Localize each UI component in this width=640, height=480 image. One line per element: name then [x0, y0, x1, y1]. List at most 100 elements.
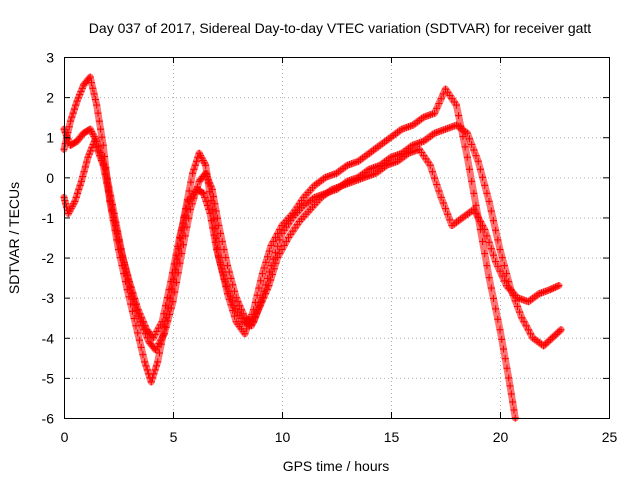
x-tick-label: 15: [384, 429, 400, 445]
data-point: [157, 336, 165, 344]
data-point: [143, 334, 151, 342]
data-point: [155, 324, 163, 332]
data-point: [210, 231, 218, 239]
data-point: [77, 87, 85, 95]
data-point: [282, 238, 290, 246]
data-point: [489, 251, 497, 259]
data-point: [554, 329, 562, 337]
data-point: [179, 219, 187, 227]
data-point: [183, 205, 191, 213]
data-point: [237, 315, 245, 323]
data-point: [230, 302, 238, 310]
x-tick-label: 5: [170, 429, 178, 445]
data-point: [69, 109, 77, 117]
data-point: [91, 96, 99, 104]
data-point: [555, 327, 563, 335]
data-point: [446, 216, 454, 224]
data-point: [106, 197, 114, 205]
data-point: [225, 287, 233, 295]
data-point: [492, 305, 500, 313]
data-point: [244, 320, 252, 328]
data-point: [222, 254, 230, 262]
data-point: [210, 193, 218, 201]
data-point: [61, 128, 69, 136]
data-point: [207, 217, 215, 225]
data-point: [178, 250, 186, 258]
data-point: [470, 205, 478, 213]
data-point: [200, 189, 208, 197]
data-point: [180, 213, 188, 221]
data-point: [176, 234, 184, 242]
data-point: [135, 336, 143, 344]
data-point: [274, 254, 282, 262]
data-point: [465, 135, 473, 143]
data-point: [98, 133, 106, 141]
data-point: [468, 140, 476, 148]
data-point: [546, 286, 554, 294]
data-point: [128, 307, 136, 315]
data-point: [494, 236, 502, 244]
data-point: [179, 241, 187, 249]
x-tick-label: 20: [493, 429, 509, 445]
data-point: [207, 197, 215, 205]
data-point: [118, 252, 126, 260]
data-point: [437, 95, 445, 103]
data-point: [476, 165, 484, 173]
data-point: [276, 236, 284, 244]
data-point: [141, 358, 149, 366]
data-point: [211, 200, 219, 208]
data-point: [518, 314, 526, 322]
data-point: [239, 318, 247, 326]
y-tick-label: 3: [46, 50, 54, 66]
data-point: [260, 264, 268, 272]
data-point: [229, 281, 237, 289]
data-point: [188, 200, 196, 208]
data-point: [487, 245, 495, 253]
data-point: [213, 214, 221, 222]
data-point: [101, 170, 109, 178]
data-point: [161, 323, 169, 331]
data-point: [263, 286, 271, 294]
data-point: [543, 339, 551, 347]
data-point: [209, 224, 217, 232]
data-point: [247, 322, 255, 330]
plot-frame: [64, 57, 610, 419]
data-point: [267, 242, 275, 250]
data-point: [232, 294, 240, 302]
data-point: [81, 163, 89, 171]
data-point: [159, 333, 167, 341]
data-point: [485, 238, 493, 246]
data-point: [151, 331, 159, 339]
data-point: [149, 374, 157, 382]
data-points: [60, 73, 565, 422]
data-point: [115, 238, 123, 246]
data-point: [232, 305, 240, 313]
data-point: [205, 205, 213, 213]
data-point: [253, 291, 261, 299]
data-point: [88, 144, 96, 152]
x-tick-label: 0: [61, 429, 69, 445]
data-point: [158, 318, 166, 326]
data-point: [174, 242, 182, 250]
data-point: [492, 258, 500, 266]
data-point: [151, 366, 159, 374]
data-point: [117, 246, 125, 254]
data-point: [227, 274, 235, 282]
data-point: [160, 310, 168, 318]
data-point: [455, 112, 463, 120]
data-point: [550, 284, 558, 292]
data-point: [72, 101, 80, 109]
data-point: [267, 262, 275, 270]
data-point: [61, 140, 69, 148]
data-point: [217, 229, 225, 237]
data-point: [481, 225, 489, 233]
data-point: [128, 290, 136, 298]
data-point: [153, 343, 161, 351]
data-point: [270, 265, 278, 273]
data-point: [540, 342, 548, 350]
data-point: [221, 278, 229, 286]
data-point: [496, 246, 504, 254]
data-point: [479, 238, 487, 246]
x-tick-labels: 0 5 10 15 20 25: [61, 429, 618, 445]
